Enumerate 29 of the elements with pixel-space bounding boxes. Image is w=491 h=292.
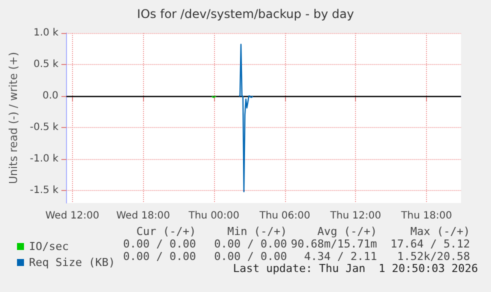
text: Min (-/+) <box>227 225 287 238</box>
y-tick-label: 0.5 k <box>34 58 59 70</box>
x-tick-label: Thu 06:00 <box>258 210 310 222</box>
text: 4.34 / 2.11 <box>304 250 377 263</box>
x-tick-label: Thu 18:00 <box>400 210 452 222</box>
y-tick-label: 0.0 <box>42 90 58 102</box>
text: 0.00 / 0.00 <box>214 250 287 263</box>
text: 90.68m/15.71m <box>290 238 378 250</box>
x-tick-label: Thu 12:00 <box>329 210 382 222</box>
y-axis-title: Units read (-) / write (+) <box>7 52 20 184</box>
text: 0.00 / 0.00 <box>214 238 287 250</box>
y-tick-label: 1.0 k <box>34 28 59 38</box>
x-tick-label: Wed 18:00 <box>116 210 170 222</box>
text: Avg (-/+) <box>317 225 377 238</box>
text: 0.00 / 0.00 <box>123 238 196 250</box>
legend-label: IO/sec <box>29 240 69 253</box>
chart-title: IOs for /dev/system/backup - by day <box>137 7 354 21</box>
text: 17.64 / 5.12 <box>390 238 470 250</box>
text: Max (-/+) <box>410 225 470 238</box>
y-tick-label: -0.5 k <box>30 122 59 133</box>
x-tick-label: Thu 00:00 <box>188 210 240 222</box>
y-tick-label: -1.5 k <box>30 184 59 196</box>
legend-label: Req Size (KB) <box>29 256 116 269</box>
x-tick-label: Wed 12:00 <box>45 210 100 222</box>
text: 0.00 / 0.00 <box>123 250 196 263</box>
text: Cur (-/+) <box>136 225 196 238</box>
text: Last update: Thu Jan 1 20:50:03 2026 <box>232 262 478 275</box>
y-tick-label: -1.0 k <box>30 153 59 164</box>
text: 1.52k/20.58 <box>397 250 470 263</box>
